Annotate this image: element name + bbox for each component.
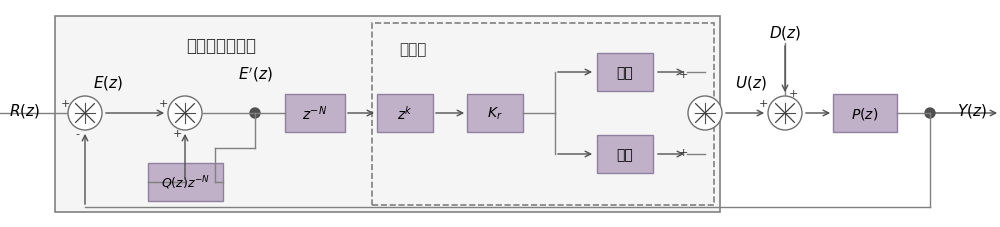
FancyBboxPatch shape	[377, 95, 433, 132]
Circle shape	[768, 96, 802, 131]
Circle shape	[168, 96, 202, 131]
Text: 比例: 比例	[617, 66, 633, 80]
FancyBboxPatch shape	[597, 135, 653, 173]
Text: $K_r$: $K_r$	[487, 105, 503, 122]
Text: +: +	[158, 99, 168, 109]
Text: $Y(z)$: $Y(z)$	[957, 101, 987, 119]
FancyBboxPatch shape	[833, 95, 897, 132]
Text: $E'(z)$: $E'(z)$	[238, 65, 272, 84]
FancyBboxPatch shape	[55, 17, 720, 212]
Text: +: +	[678, 147, 688, 157]
Text: $P(z)$: $P(z)$	[851, 106, 879, 121]
Circle shape	[688, 96, 722, 131]
Text: $Q(z)z^{-N}$: $Q(z)z^{-N}$	[161, 173, 209, 191]
Circle shape	[925, 109, 935, 118]
Text: +: +	[60, 99, 70, 109]
Text: 补偿器: 补偿器	[399, 42, 427, 57]
Text: $D(z)$: $D(z)$	[769, 24, 801, 42]
Text: 重复控制器模型: 重复控制器模型	[186, 37, 256, 55]
Text: $z^{-N}$: $z^{-N}$	[302, 104, 328, 123]
Text: 积分: 积分	[617, 147, 633, 161]
FancyBboxPatch shape	[597, 54, 653, 92]
Text: -: -	[75, 128, 79, 138]
Text: $R(z)$: $R(z)$	[9, 101, 41, 119]
FancyBboxPatch shape	[285, 95, 345, 132]
Text: +: +	[678, 70, 688, 80]
Text: $E(z)$: $E(z)$	[93, 74, 123, 92]
FancyBboxPatch shape	[148, 163, 223, 201]
Circle shape	[250, 109, 260, 118]
Text: +: +	[758, 99, 768, 109]
Text: $z^k$: $z^k$	[397, 105, 413, 122]
Circle shape	[68, 96, 102, 131]
Text: +: +	[788, 89, 798, 99]
Text: $U(z)$: $U(z)$	[735, 74, 767, 92]
FancyBboxPatch shape	[467, 95, 523, 132]
Text: +: +	[172, 128, 182, 138]
